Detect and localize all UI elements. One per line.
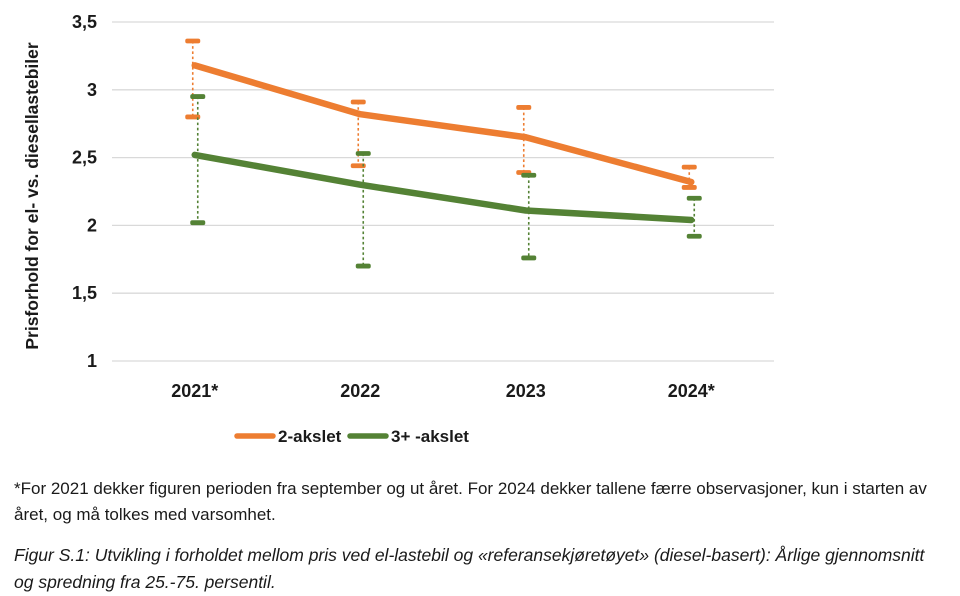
error-bar-cap [681,164,697,170]
error-bar-cap [185,38,201,44]
error-bar-cap [686,195,702,201]
error-bar-cap [350,99,366,105]
y-tick-label: 2,5 [72,148,97,168]
y-axis-title: Prisforhold for el- vs. diesellastebiler [22,42,42,350]
error-bar-cap [516,105,532,110]
legend-label: 3+ -akslet [391,427,469,446]
error-bar-cap [686,233,702,239]
error-bar-cap [355,263,371,269]
y-tick-label: 3,5 [72,12,97,32]
y-tick-label: 2 [87,215,97,235]
legend-item: 3+ -akslet [347,427,469,446]
error-bar-cap [521,255,537,261]
error-bars [185,38,702,269]
series-line-2-akslet [191,62,695,186]
y-tick-label: 1 [87,351,97,371]
error-bar-cap [681,185,697,190]
y-tick-label: 1,5 [72,283,97,303]
error-bar-cap [355,151,371,156]
legend-label: 2-akslet [278,427,342,446]
series-line-3-akslet [191,151,695,224]
x-tick-label: 2023 [506,381,546,401]
footnote: *For 2021 dekker figuren perioden fra se… [14,479,927,524]
chart-area: 3,5 3 2,5 2 1,5 1 Prisforhold for el- vs. dies… [22,12,774,446]
y-tick-label: 3 [87,80,97,100]
error-bar-cap [185,114,201,120]
figure-text-block: *For 2021 dekker figuren perioden fra se… [0,476,960,596]
error-bar-cap [350,163,366,169]
x-axis-ticks: 2021* 2022 2023 2024* [171,381,715,401]
legend-item: 2-akslet [234,427,342,446]
x-tick-label: 2024* [668,381,715,401]
error-bar-cap [190,220,206,226]
line-chart: 3,5 3 2,5 2 1,5 1 Prisforhold for el- vs. dies… [22,12,774,446]
x-tick-label: 2021* [171,381,218,401]
x-tick-label: 2022 [340,381,380,401]
legend: 2-akslet 3+ -akslet [234,427,469,446]
figure-caption: Figur S.1: Utvikling i forholdet mellom … [14,545,925,592]
error-bar-cap [190,94,206,99]
y-axis-ticks: 3,5 3 2,5 2 1,5 1 [72,12,97,371]
error-bar-cap [521,172,537,178]
